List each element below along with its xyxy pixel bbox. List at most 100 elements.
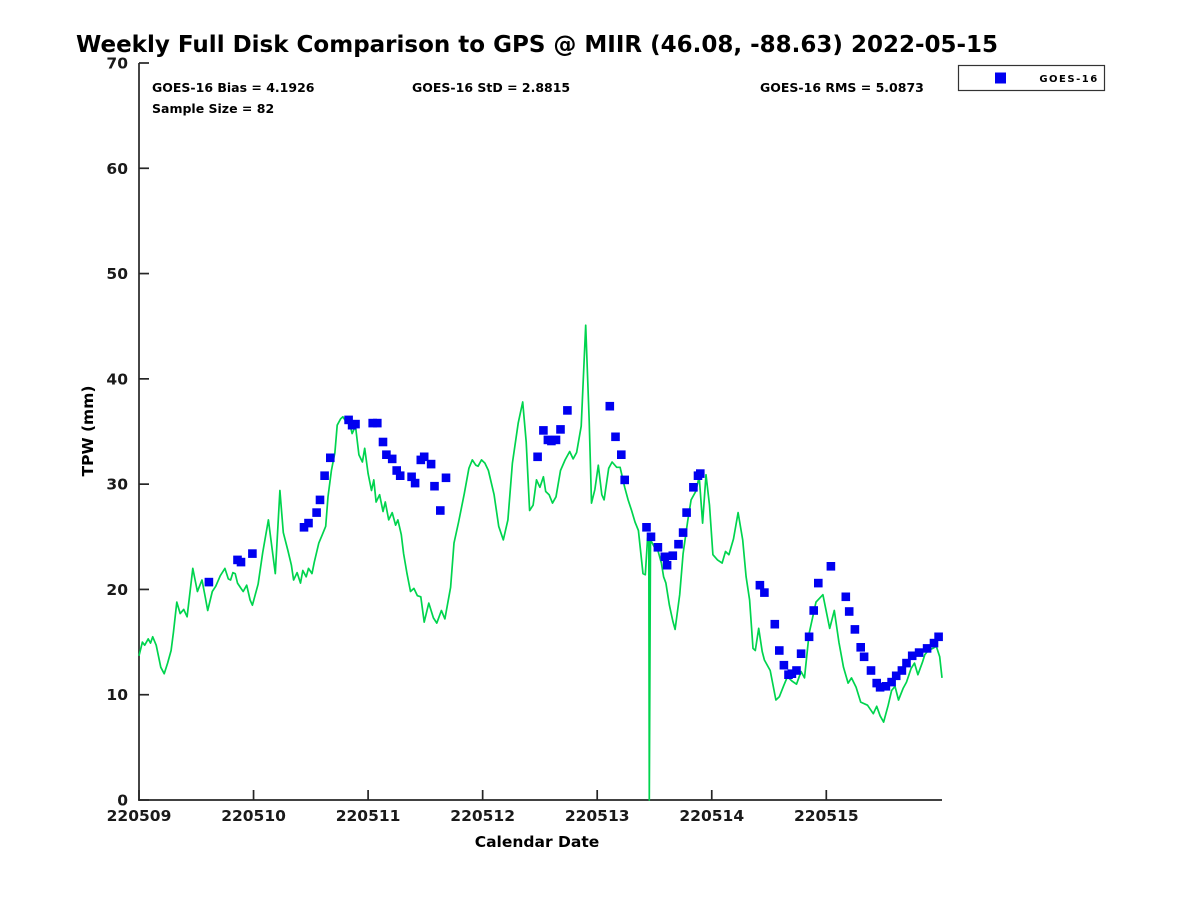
goes16-point	[373, 418, 382, 428]
y-tick-label: 70	[106, 55, 128, 73]
goes16-point	[934, 632, 943, 642]
goes16-point	[866, 666, 876, 675]
y-tick-label: 60	[106, 160, 128, 178]
goes16-point	[304, 518, 313, 528]
goes16-point	[378, 437, 388, 447]
goes16-point	[642, 523, 651, 532]
goes16-point	[907, 651, 917, 661]
goes16-point	[204, 577, 214, 587]
goes16-point	[410, 478, 420, 488]
goes16-point	[533, 452, 542, 462]
goes16-point	[382, 450, 391, 459]
goes16-point	[315, 495, 325, 505]
goes16-point	[792, 666, 801, 675]
x-tick-label-220510: 220510	[221, 807, 286, 825]
goes16-point	[419, 452, 429, 462]
goes16-point	[856, 643, 865, 652]
goes16-point	[556, 425, 565, 434]
gps-tpw-line	[138, 324, 943, 801]
goes16-point	[787, 669, 797, 678]
goes16-point	[351, 419, 360, 429]
goes16-point	[653, 543, 663, 552]
goes16-point	[312, 508, 321, 517]
goes16-point	[668, 551, 678, 560]
goes16-point	[929, 638, 939, 648]
goes16-point	[678, 528, 688, 537]
goes16-point	[299, 523, 309, 532]
goes16-point	[891, 671, 901, 681]
stat-sample-size: Sample Size = 82	[152, 101, 274, 116]
x-tick-label-220512: 220512	[450, 807, 515, 825]
legend: GOES-16	[957, 64, 1106, 92]
x-axis-label: Calendar Date	[475, 833, 600, 851]
goes16-point	[320, 471, 329, 480]
y-tick-label: 10	[106, 686, 128, 704]
y-tick-label: 40	[106, 370, 128, 388]
goes16-point	[605, 401, 615, 411]
goes16-point	[611, 432, 620, 442]
goes16-point	[395, 471, 405, 480]
goes16-point	[236, 557, 246, 567]
goes16-point	[875, 683, 885, 692]
goes16-point	[441, 473, 451, 483]
goes16-point	[796, 649, 806, 658]
y-tick-label: 30	[106, 476, 128, 494]
goes16-point	[689, 483, 698, 492]
goes16-point	[755, 580, 765, 590]
goes16-point	[902, 658, 911, 668]
goes16-point	[674, 539, 683, 549]
goes16-point	[775, 646, 784, 655]
goes16-point	[547, 436, 556, 446]
goes16-point	[814, 578, 823, 588]
goes16-point	[326, 453, 335, 463]
goes16-point	[922, 644, 932, 653]
goes16-point	[841, 592, 851, 602]
goes16-point	[392, 466, 401, 475]
goes16-point	[430, 481, 439, 491]
y-axis-label: TPW (mm)	[79, 386, 97, 477]
goes16-point	[779, 660, 789, 670]
goes16-point	[826, 562, 836, 571]
goes16-point	[620, 475, 629, 485]
goes16-point	[551, 435, 561, 445]
goes16-point	[887, 677, 896, 687]
x-tick-label-220509: 220509	[107, 807, 172, 825]
goes16-point	[407, 472, 416, 482]
goes16-point	[809, 606, 818, 615]
goes16-point	[563, 406, 572, 415]
goes16-point	[850, 625, 860, 634]
legend-box	[957, 64, 1106, 92]
goes16-point	[436, 506, 445, 515]
y-tick-label: 20	[106, 581, 128, 599]
goes16-point	[914, 648, 924, 657]
plot-area: 0 10 20 30 40 50 60 70 220509 220510 220511 220512 2…	[106, 55, 943, 825]
stat-std: GOES-16 StD = 2.8815	[412, 80, 570, 95]
goes16-point	[368, 418, 377, 428]
goes16-point	[387, 454, 397, 464]
goes16-point	[344, 415, 353, 425]
goes16-point	[859, 652, 869, 662]
chart-title: Weekly Full Disk Comparison to GPS @ MII…	[76, 32, 998, 58]
y-tick-label: 50	[106, 265, 128, 283]
goes16-point	[696, 469, 705, 478]
x-tick-label-220514: 220514	[679, 807, 744, 825]
goes16-point	[804, 632, 814, 642]
goes16-point	[770, 619, 780, 629]
y-tick-label: 0	[117, 792, 128, 810]
goes16-point	[760, 588, 769, 597]
stat-bias: GOES-16 Bias = 4.1926	[152, 80, 315, 95]
goes16-point	[881, 682, 891, 691]
goes16-point	[682, 508, 691, 517]
goes16-point	[844, 607, 854, 616]
goes16-point	[539, 426, 548, 435]
legend-label-goes16: GOES-16	[1039, 74, 1098, 85]
goes16-point	[617, 450, 626, 459]
goes16-point	[646, 532, 656, 542]
x-tick-label-220511: 220511	[336, 807, 401, 825]
x-tick-label-220513: 220513	[565, 807, 630, 825]
goes16-point	[426, 459, 436, 469]
x-tick-label-220515: 220515	[794, 807, 859, 825]
goes16-point	[662, 560, 672, 570]
